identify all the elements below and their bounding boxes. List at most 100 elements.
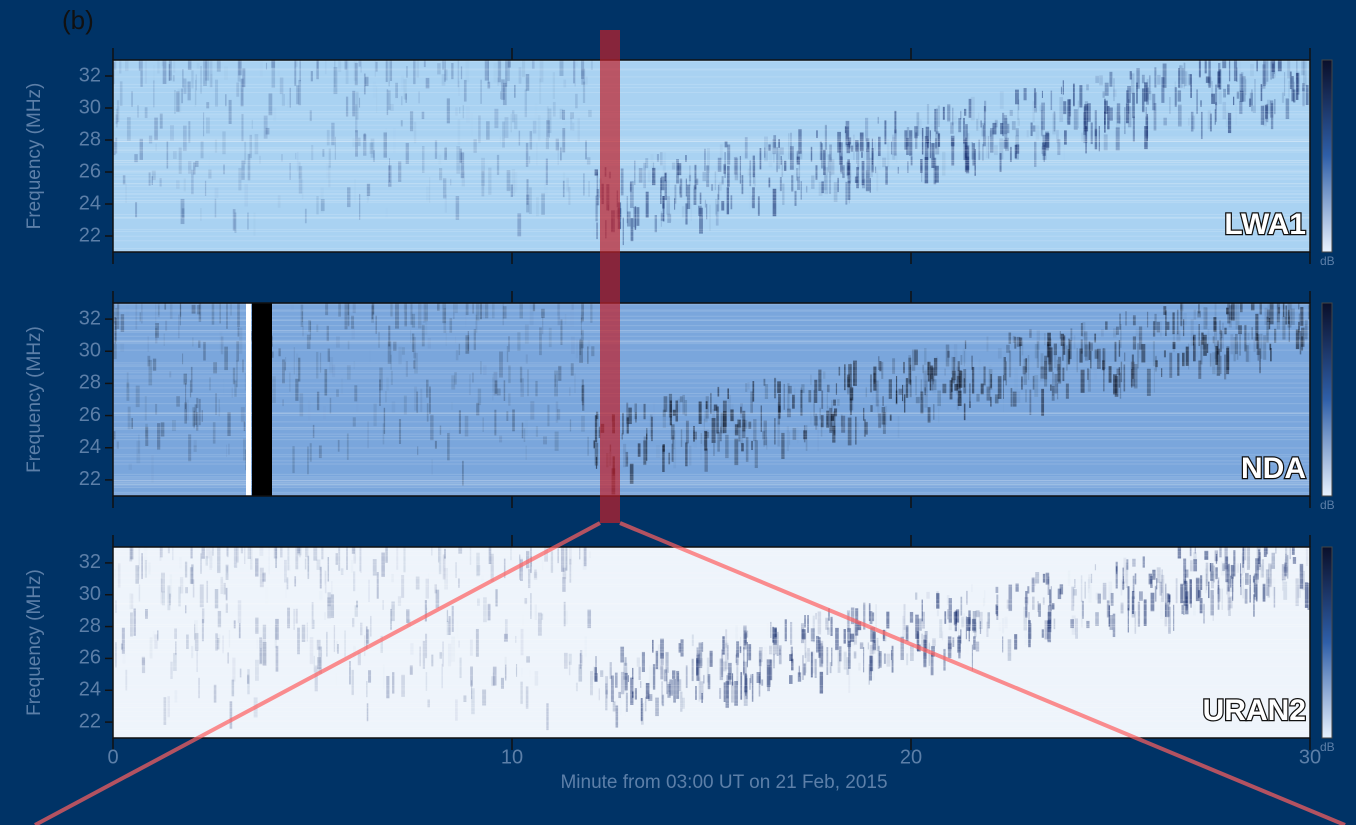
texture: [758, 196, 760, 215]
texture: [1157, 75, 1160, 85]
texture: [1263, 60, 1266, 86]
texture: [239, 623, 241, 638]
texture: [458, 81, 459, 96]
texture: [682, 206, 685, 217]
texture: [644, 436, 647, 464]
texture: [919, 119, 921, 134]
colorbar: [1322, 303, 1332, 496]
y-axis-label: Frequency (MHz): [24, 569, 45, 716]
texture: [1288, 81, 1289, 98]
texture: [441, 664, 442, 689]
texture: [168, 547, 170, 553]
texture: [1251, 327, 1253, 339]
texture: [923, 635, 926, 659]
texture: [470, 639, 473, 655]
texture: [682, 395, 685, 414]
texture: [208, 170, 211, 179]
texture: [305, 209, 307, 224]
texture: [1178, 105, 1182, 127]
texture: [1218, 585, 1220, 610]
texture: [260, 60, 263, 77]
texture: [871, 658, 875, 680]
texture: [570, 112, 574, 118]
texture: [497, 388, 501, 395]
texture: [944, 369, 946, 376]
texture: [199, 399, 201, 425]
texture: [217, 547, 220, 573]
texture: [243, 439, 246, 461]
texture: [821, 415, 824, 427]
texture: [1107, 600, 1110, 617]
texture: [704, 448, 707, 471]
texture: [707, 658, 709, 683]
colorbar: [1322, 547, 1332, 738]
texture: [1077, 348, 1078, 372]
texture: [180, 303, 181, 325]
texture: [1182, 353, 1185, 366]
y-tick-label: 26: [79, 404, 101, 426]
texture: [850, 634, 854, 642]
texture: [1133, 336, 1136, 349]
texture: [964, 351, 965, 367]
texture: [1024, 88, 1027, 100]
texture: [131, 91, 133, 106]
texture: [575, 343, 576, 363]
texture: [353, 571, 355, 591]
texture: [1250, 93, 1253, 106]
texture: [121, 314, 124, 332]
texture: [327, 326, 329, 341]
texture: [959, 371, 963, 388]
texture: [1196, 89, 1198, 113]
texture: [769, 646, 772, 655]
texture: [418, 303, 421, 328]
texture: [287, 577, 289, 589]
texture: [1181, 605, 1183, 614]
texture: [1196, 578, 1200, 601]
texture: [795, 191, 797, 206]
texture: [1074, 109, 1078, 130]
texture: [1014, 634, 1017, 649]
texture: [287, 99, 288, 108]
texture: [964, 403, 966, 420]
texture: [115, 600, 116, 613]
texture: [373, 81, 377, 98]
texture: [456, 350, 459, 360]
texture: [927, 139, 929, 148]
texture: [1238, 325, 1242, 334]
texture: [1054, 374, 1057, 394]
texture: [576, 60, 578, 67]
texture: [398, 347, 401, 364]
x-tick-label: 30: [1299, 746, 1321, 768]
texture: [520, 367, 522, 383]
texture: [568, 187, 570, 205]
texture: [290, 88, 291, 108]
colorbar-unit: dB: [1320, 498, 1335, 512]
texture: [1199, 324, 1200, 346]
texture: [886, 612, 889, 629]
texture: [240, 669, 242, 678]
texture: [628, 675, 629, 682]
texture: [209, 547, 212, 570]
texture: [569, 387, 570, 396]
texture: [359, 547, 360, 571]
texture: [226, 588, 228, 601]
texture: [640, 681, 641, 688]
texture: [1081, 575, 1083, 602]
texture: [720, 659, 723, 681]
texture: [1128, 608, 1129, 632]
texture: [694, 165, 696, 189]
texture: [1168, 594, 1171, 602]
texture: [1154, 368, 1155, 392]
texture: [673, 679, 676, 703]
texture: [1063, 335, 1065, 354]
texture: [501, 678, 504, 689]
texture: [449, 428, 451, 447]
texture: [1300, 331, 1301, 355]
texture: [996, 595, 998, 620]
texture: [632, 668, 633, 679]
texture: [563, 80, 566, 88]
texture: [930, 130, 931, 158]
texture: [1062, 368, 1064, 381]
texture: [990, 397, 991, 407]
texture: [627, 211, 631, 226]
